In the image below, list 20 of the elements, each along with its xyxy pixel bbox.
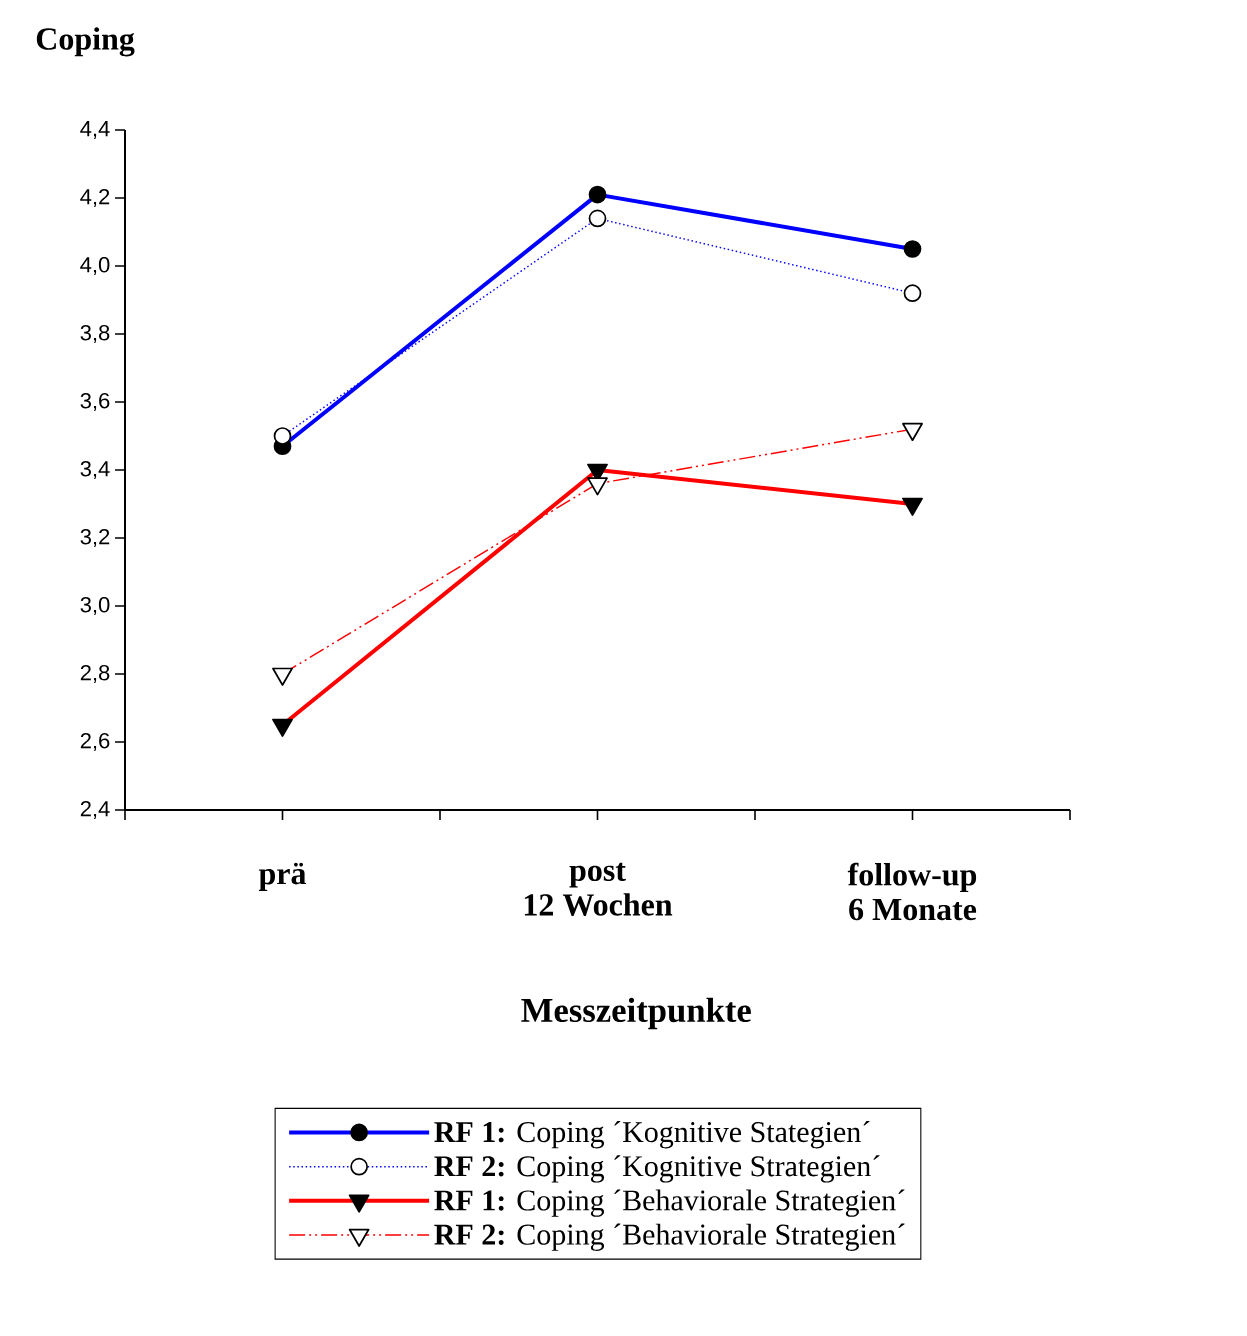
x-tick-label: follow-up 6 Monate — [847, 862, 977, 921]
legend-label: RF 1: Coping ´Behaviorale Strategien´ — [434, 1189, 905, 1217]
y-tick-label: 2,8 — [80, 664, 110, 684]
x-tick-label: prä — [258, 862, 307, 891]
y-tick-label: 4,2 — [80, 188, 110, 208]
y-tick-label: 3,2 — [80, 528, 110, 548]
y-tick-label: 3,4 — [80, 460, 110, 480]
legend-label: RF 2: Coping ´Behaviorale Strategien´ — [434, 1223, 905, 1251]
legend-label: RF 2: Coping ´Kognitive Strategien´ — [434, 1155, 880, 1183]
y-tick-label: 2,4 — [80, 800, 110, 820]
y-tick-label: 3,0 — [80, 596, 110, 616]
y-tick-label: 2,6 — [80, 732, 110, 752]
y-tick-label: 4,4 — [80, 121, 110, 139]
y-tick-label: 3,8 — [80, 324, 110, 344]
x-tick-label: post 12 Wochen — [524, 862, 673, 916]
y-tick-label: 4,0 — [80, 256, 110, 276]
legend-label: RF 1: Coping ´Kognitive Stategien´ — [434, 1121, 870, 1149]
x-axis-title: Messzeitpunkte — [521, 997, 751, 1030]
y-tick-label: 3,6 — [80, 392, 110, 412]
chart-title: Coping — [36, 27, 135, 57]
